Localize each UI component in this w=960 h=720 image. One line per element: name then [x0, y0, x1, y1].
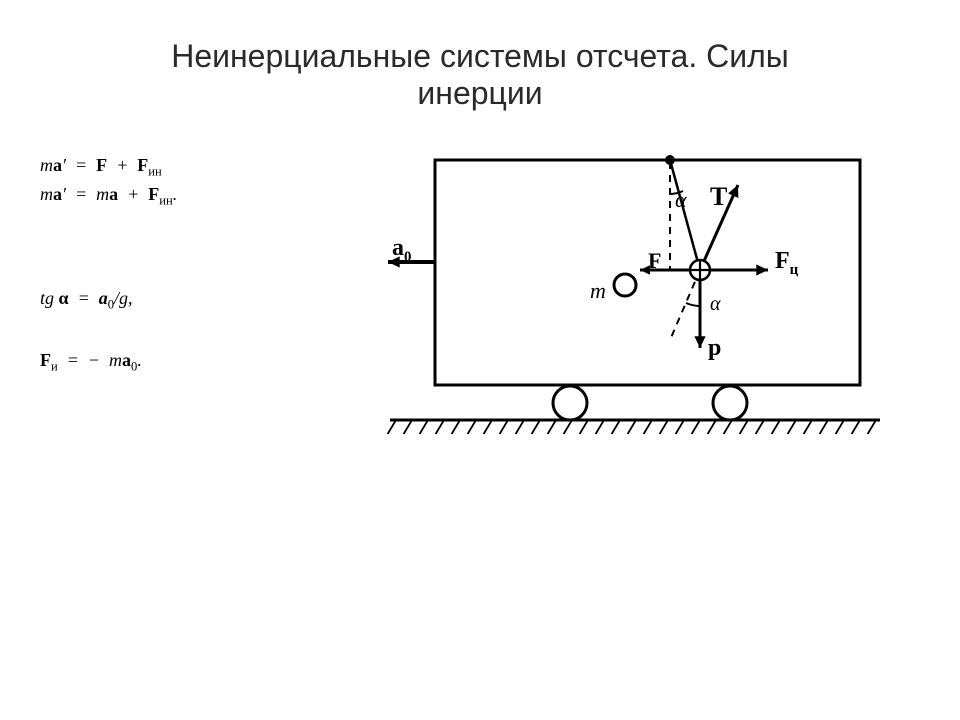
title-line2: инерции — [0, 75, 960, 112]
equation-1: ma′ = ma + Fин. — [40, 184, 177, 209]
svg-text:α: α — [675, 187, 687, 212]
svg-text:p: p — [708, 335, 721, 361]
svg-text:T: T — [710, 182, 727, 211]
svg-text:F: F — [648, 248, 661, 273]
title-line1: Неинерциальные системы отсчета. Силы — [0, 38, 960, 75]
physics-diagram: a0TαFmFцαp — [380, 150, 890, 470]
svg-text:m: m — [590, 278, 606, 303]
equation-2: tg α = a0/g, — [40, 288, 133, 313]
svg-text:α: α — [710, 293, 721, 315]
equation-0: ma′ = F + Fин — [40, 155, 162, 180]
page-title: Неинерциальные системы отсчета. Силы ине… — [0, 38, 960, 112]
svg-text:a0: a0 — [392, 235, 411, 265]
equation-3: Fи = − ma0. — [40, 350, 142, 375]
